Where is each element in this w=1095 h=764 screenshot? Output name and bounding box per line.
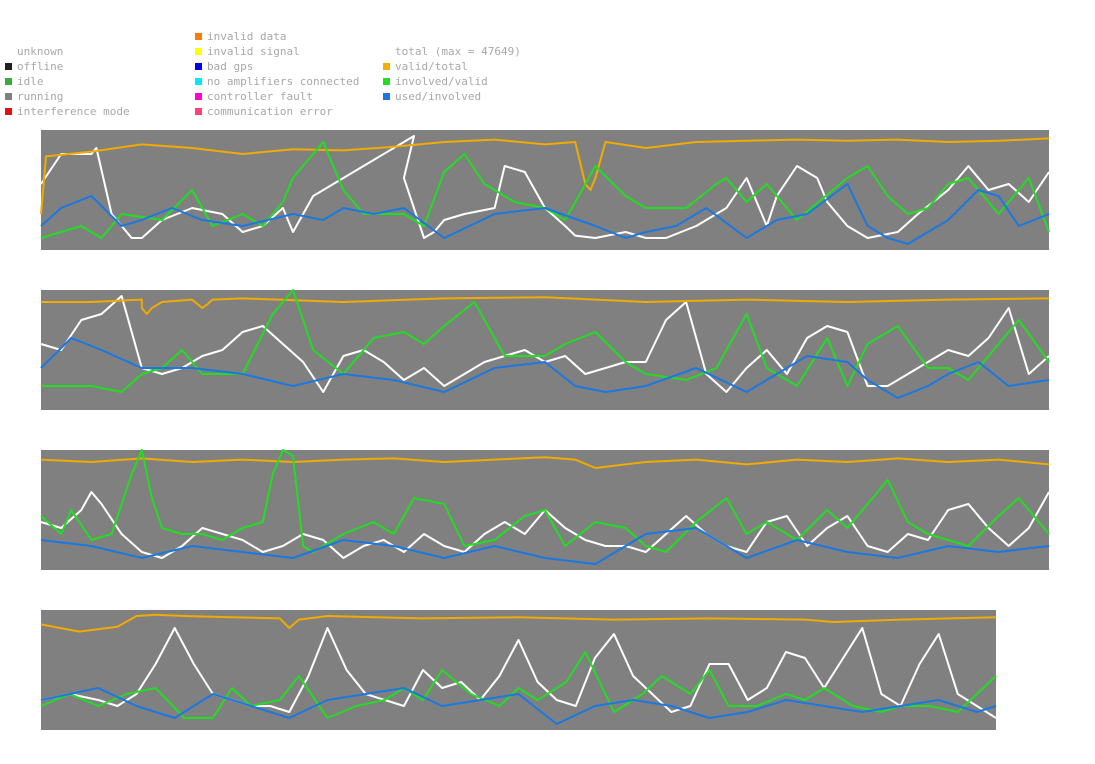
used-involved-line — [40, 183, 1050, 245]
legend-label: used/involved — [395, 90, 482, 103]
legend-swatch — [5, 108, 12, 115]
used-involved-line — [40, 337, 1050, 399]
plot-background — [41, 610, 996, 730]
legend-swatch — [195, 48, 202, 55]
legend-swatch — [383, 63, 390, 70]
legend-label: running — [17, 90, 64, 103]
legend-swatch — [195, 108, 202, 115]
legend-swatch — [5, 63, 12, 70]
legend-swatch — [383, 78, 390, 85]
involved-valid-line — [40, 449, 1050, 553]
legend-swatch — [195, 78, 202, 85]
legend-label: interference mode — [17, 105, 130, 118]
legend-label: valid/total — [395, 60, 468, 73]
valid-total-line — [40, 137, 1050, 215]
legend-label: unknown — [17, 45, 64, 58]
valid-total-line — [40, 456, 1050, 469]
legend-label: bad gps — [207, 60, 254, 73]
legend-swatch — [383, 93, 390, 100]
valid-total-line — [41, 296, 1050, 315]
chart-panel-2 — [40, 289, 1050, 410]
legend-label: invalid signal — [207, 45, 300, 58]
legend-swatch — [195, 33, 202, 40]
legend-label: total (max = 47649) — [395, 45, 521, 58]
total-line — [40, 491, 1050, 559]
chart-panel-1 — [40, 130, 1050, 250]
legend-label: idle — [17, 75, 44, 88]
involved-valid-line — [41, 289, 1050, 393]
used-involved-line — [40, 527, 1050, 565]
total-line — [40, 135, 1050, 239]
legend-swatch — [195, 63, 202, 70]
used-involved-line — [40, 687, 997, 725]
plot-background — [41, 290, 1049, 410]
legend-label: offline — [17, 60, 64, 73]
legend-label: communication error — [207, 105, 333, 118]
valid-total-line — [40, 613, 997, 633]
legend-swatch — [5, 78, 12, 85]
legend-swatch — [195, 93, 202, 100]
legend-label: involved/valid — [395, 75, 488, 88]
chart-panel-3 — [40, 449, 1050, 570]
legend-label: invalid data — [207, 30, 287, 43]
involved-valid-line — [40, 651, 997, 719]
legend-label: no amplifiers connected — [207, 75, 360, 88]
legend-swatch — [5, 93, 12, 100]
legend-label: controller fault — [207, 90, 313, 103]
chart-panel-4 — [40, 610, 997, 730]
